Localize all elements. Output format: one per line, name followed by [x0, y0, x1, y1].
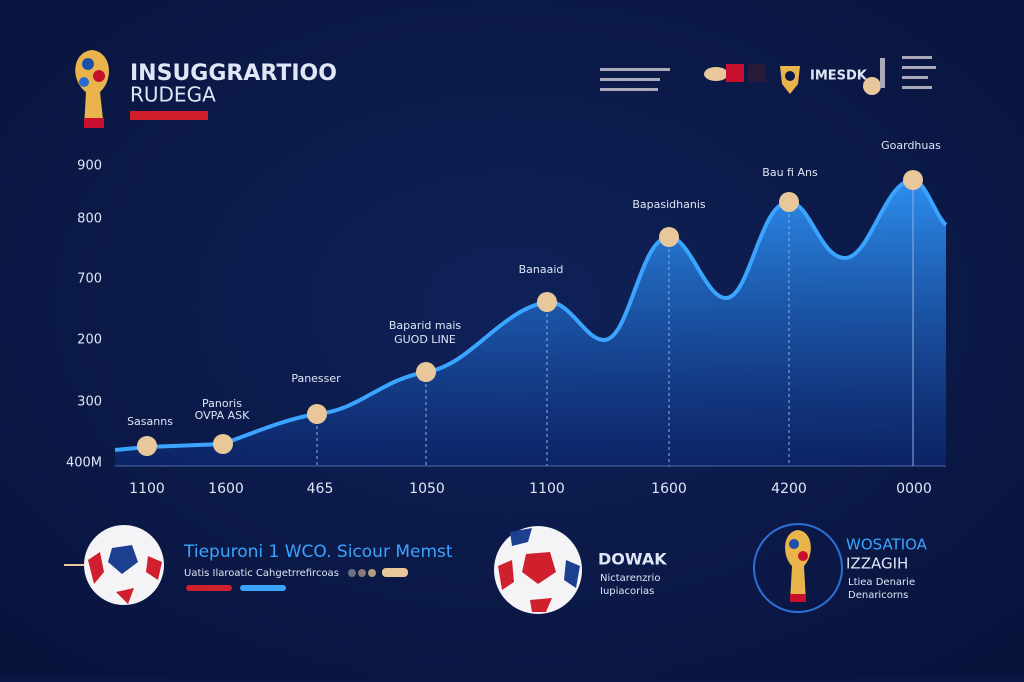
title-line: RUDEGA — [130, 83, 216, 107]
title-line: INSUGGRARTIOO — [130, 61, 337, 86]
y-label: 700 — [77, 272, 102, 287]
ball — [64, 525, 164, 605]
y-label: 400M — [66, 456, 102, 471]
footer-text: Uatis Ilaroatic Cahgetrrefircoas — [184, 568, 339, 579]
footer-text: Iupiacorias — [600, 586, 654, 597]
x-label: 1600 — [208, 481, 244, 497]
y-labels: 900 800 700 200 300 400M — [66, 159, 102, 471]
x-label: 4200 — [771, 481, 807, 497]
footer-title: DOWAK — [598, 550, 667, 569]
footer-title: Tiepuroni 1 WCO. Sicour Memst — [183, 542, 453, 562]
x-label: 465 — [307, 481, 334, 497]
footer-bars — [186, 568, 408, 591]
point-label: Sasanns — [127, 415, 173, 428]
area — [115, 180, 946, 466]
point-label: Banaaid — [519, 263, 564, 276]
top-icons — [600, 56, 936, 95]
footer-text: Ltiea Denarie — [848, 577, 915, 588]
footer-text: Nictarenzrio — [600, 573, 660, 584]
footer-text: Denaricorns — [848, 590, 908, 601]
x-label: 0000 — [896, 481, 932, 497]
point-label: OVPA ASK — [195, 409, 250, 422]
ball — [494, 526, 582, 614]
trophy-logo — [75, 50, 110, 128]
badge: IMESDK — [810, 69, 868, 84]
x-label: 1050 — [409, 481, 445, 497]
point-label: Panoris — [202, 397, 242, 410]
points — [137, 170, 923, 456]
point-label: Goardhuas — [881, 139, 941, 152]
point-label: GUOD LINE — [394, 333, 456, 346]
trophy-badge — [753, 523, 843, 613]
line — [114, 177, 948, 452]
y-label: 300 — [77, 395, 102, 410]
footer-title: IZZAGIH — [846, 555, 908, 573]
x-label: 1600 — [651, 481, 687, 497]
footer-title: WOSATIOA — [846, 536, 928, 554]
y-label: 900 — [77, 159, 102, 174]
x-label: 1100 — [129, 481, 165, 497]
point-label: Baparid mais — [389, 319, 462, 332]
point-label: Bau fi Ans — [762, 166, 818, 179]
y-label: 200 — [77, 333, 102, 348]
y-label: 800 — [77, 212, 102, 227]
x-label: 1100 — [529, 481, 565, 497]
title-bar — [130, 111, 208, 120]
point-label: Bapasidhanis — [632, 198, 706, 211]
point-label: Panesser — [291, 372, 341, 385]
